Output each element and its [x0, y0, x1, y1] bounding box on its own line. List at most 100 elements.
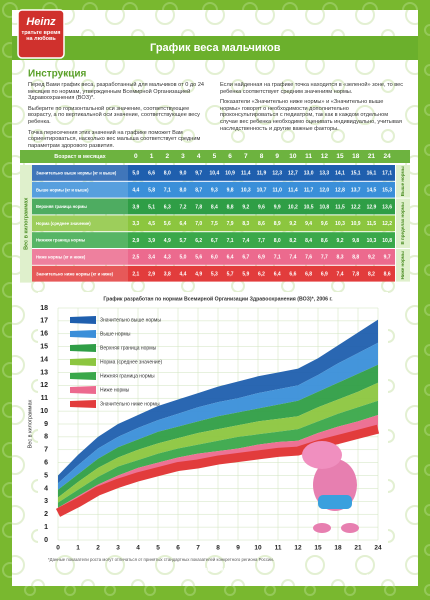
logo-slogan-box: тратьте время на любовь: [22, 30, 61, 42]
table-cell: 7,5: [211, 221, 218, 227]
y-tick-label: 15: [40, 344, 48, 351]
row-label-cell: [32, 232, 128, 248]
table-cell: 9,2: [242, 204, 249, 210]
x-axis-label: Возраст в месяцах: [190, 568, 247, 574]
x-tick-label: 4: [136, 545, 140, 552]
legend-swatch: [70, 372, 96, 380]
table-row: [32, 181, 395, 198]
band: [58, 400, 378, 508]
table-cell: 7,7: [321, 255, 328, 261]
column-header: 4: [197, 153, 201, 160]
group-label: В пределах нормы: [400, 202, 405, 244]
table-cell: 8,2: [368, 272, 375, 278]
table-cell: 6,4: [274, 272, 281, 278]
table: Возраст в месяцах 0 1 2 3 4 5 6 7 8 9 10 11 12 15 18 21 2…: [20, 150, 410, 283]
legend-swatch: [70, 358, 96, 366]
row-label: Ниже нормы (кг и ниже): [36, 255, 86, 260]
mascot-foot: [341, 523, 359, 533]
table-cell: 8,0: [164, 171, 171, 177]
column-header: 10: [289, 153, 297, 160]
paragraph: Точка пересечения этих значений на графи…: [28, 129, 201, 149]
legend-swatch: [70, 400, 96, 408]
y-tick-label: 9: [44, 421, 48, 428]
table-cell: 12,2: [382, 221, 392, 227]
x-tick-label: 18: [334, 545, 342, 552]
x-tick-label: 24: [374, 545, 382, 552]
y-tick-label: 8: [44, 434, 48, 441]
table-cell: 12,7: [288, 171, 298, 177]
table-cell: 8,6: [258, 221, 265, 227]
table-cell: 6,9: [258, 255, 265, 261]
legend-label: Верхняя граница нормы: [100, 345, 157, 351]
table-cell: 12,0: [319, 188, 329, 194]
table-cell: 10,8: [319, 204, 329, 210]
logo-brand: Heinz: [26, 16, 56, 28]
x-tick-label: 9: [236, 545, 240, 552]
x-tick-label: 12: [294, 545, 302, 552]
legend-swatch: [70, 316, 96, 324]
row-label: Выше нормы (кг и выше): [36, 187, 89, 192]
table-cell: 9,8: [227, 188, 234, 194]
y-tick-label: 5: [44, 472, 48, 479]
band: [58, 319, 378, 484]
table-cell: 7,1: [227, 238, 234, 244]
table-cell: 13,3: [319, 171, 329, 177]
y-tick-label: 4: [44, 485, 48, 492]
column-header: 15: [336, 153, 344, 160]
column-header: 5: [213, 153, 217, 160]
x-tick-label: 3: [116, 545, 120, 552]
table-cell: 8,3: [242, 221, 249, 227]
x-tick-label: 2: [96, 545, 100, 552]
y-tick-label: 12: [40, 382, 48, 389]
mascot: [302, 441, 359, 533]
row-label-cell: [32, 249, 128, 265]
table-cell: 4,9: [195, 272, 202, 278]
table-cell: 8,7: [195, 188, 202, 194]
table-cell: 10,3: [367, 238, 377, 244]
table-cell: 3,9: [148, 238, 155, 244]
table-cell: 5,1: [148, 204, 155, 210]
table-cell: 11,4: [288, 188, 298, 194]
row-label: Нижняя граница нормы: [36, 238, 86, 243]
table-cell: 6,4: [227, 255, 234, 261]
table-cell: 5,0: [179, 255, 186, 261]
column-header: 8: [260, 153, 264, 160]
table-cell: 8,0: [274, 238, 281, 244]
table-cell: 10,2: [288, 204, 298, 210]
table-cell: 8,2: [289, 238, 296, 244]
row-label-cell: [32, 265, 128, 282]
y-tick-label: 0: [44, 537, 48, 544]
table-cell: 5,6: [164, 221, 171, 227]
table-cell: 7,0: [195, 221, 202, 227]
band: [58, 414, 378, 513]
y-tick-label: 6: [44, 460, 48, 467]
table-cell: 7,4: [337, 272, 344, 278]
legend-label: Значительно выше нормы: [100, 317, 161, 323]
table-cell: 2,1: [132, 272, 139, 278]
x-tick-label: 7: [196, 545, 200, 552]
table-cell: 10,5: [304, 204, 314, 210]
legend-label: Значительно ниже нормы: [100, 401, 160, 407]
table-cell: 15,3: [382, 188, 392, 194]
table-cell: 13,7: [351, 188, 361, 194]
table-cell: 2,9: [148, 272, 155, 278]
paragraph: Выберите по горизонтальной оси значение,…: [28, 105, 200, 125]
column-header: 7: [244, 153, 248, 160]
table-cell: 9,6: [321, 221, 328, 227]
group-cell: [396, 249, 410, 282]
table-cell: 11,5: [367, 221, 377, 227]
table-cell: 4,4: [132, 188, 139, 194]
column-header: 1: [150, 153, 154, 160]
table-row: [32, 198, 395, 215]
column-header: 9: [275, 153, 279, 160]
table-cell: 10,9: [225, 171, 235, 177]
table-cell: 6,8: [305, 272, 312, 278]
row-label: Значительно ниже нормы (кг и ниже): [36, 271, 114, 276]
table-cell: 6,6: [289, 272, 296, 278]
column-header: 3: [181, 153, 185, 160]
instructions-title: Инструкция: [28, 69, 87, 80]
table-cell: 12,9: [367, 204, 377, 210]
paragraph: Показатели «Значительно ниже нормы» и «З…: [220, 99, 402, 132]
table-cell: 14,5: [367, 188, 377, 194]
